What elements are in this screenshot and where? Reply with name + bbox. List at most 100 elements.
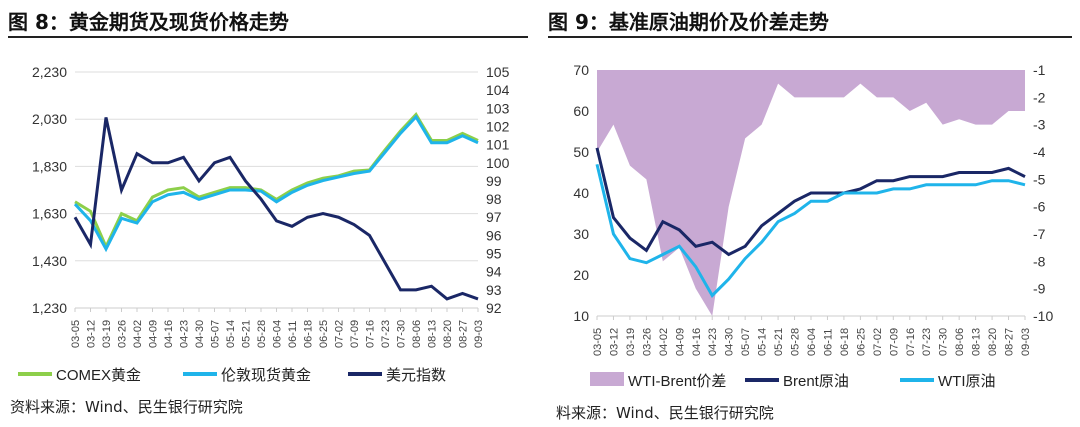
x-tick-label: 08-27 [1004,328,1016,356]
y-left-tick: 60 [573,103,589,119]
chart-title-right: 图 9：基准原油期价及价差走势 [548,6,1072,38]
series-line [73,114,479,253]
y-right-tick: 92 [486,300,502,316]
x-tick-label: 04-02 [658,328,670,356]
x-tick-label: 06-18 [839,328,851,356]
x-tick-label: 08-06 [411,320,423,348]
y-right-tick: -8 [1033,253,1046,269]
x-tick-label: 06-04 [272,320,284,348]
y-right-tick: -2 [1033,89,1046,105]
y-right-tick: 103 [486,100,510,116]
x-tick-label: 06-25 [855,328,867,356]
x-tick-label: 04-09 [674,328,686,356]
oil-chart: 10 20 30 40 50 60 70 -10 -9 -8 -7 -6 -5 -4 -3 -2 -1 03-05… [573,62,1053,390]
x-tick-label: 04-16 [691,328,703,356]
x-tick-label: 04-16 [163,320,175,348]
x-tick-label: 03-05 [592,328,604,356]
x-tick-label: 05-14 [757,328,769,356]
x-tick-label: 07-30 [396,320,408,348]
x-tick-label: 03-26 [117,320,129,348]
gold-chart: 1,230 1,430 1,630 1,830 2,030 2,230 92 93 94 95 96… [18,64,510,384]
x-tick-label: 06-25 [318,320,330,348]
x-tick-label: 07-02 [872,328,884,356]
x-tick-label: 08-27 [458,320,470,348]
series-line [595,163,1026,298]
y-left-tick: 70 [573,62,589,78]
x-tick-label: 08-13 [427,320,439,348]
chart-title-left: 图 8：黄金期货及现货价格走势 [8,6,528,38]
x-tick-label: 03-12 [86,320,98,348]
x-tick-label: 07-23 [921,328,933,356]
y-right-tick: -4 [1033,144,1046,160]
legend-label: 美元指数 [386,367,446,384]
y-left-tick: 2,030 [32,111,67,127]
x-tick-label: 09-03 [473,320,485,348]
y-right-tick: -9 [1033,281,1046,297]
legend-swatch [590,372,624,386]
x-tick-label: 06-18 [303,320,315,348]
y-right-tick: -5 [1033,171,1046,187]
y-right-tick: 96 [486,227,502,243]
series-line [73,117,479,301]
y-left-tick: 20 [573,267,589,283]
x-tick-label: 03-19 [625,328,637,356]
legend-label: Brent原油 [783,373,849,390]
legend-label: WTI原油 [938,373,996,390]
y-right-tick: 93 [486,282,502,298]
x-tick-label: 07-09 [349,320,361,348]
x-tick-label: 07-16 [905,328,917,356]
x-tick-label: 03-12 [608,328,620,356]
x-tick-label: 03-26 [641,328,653,356]
x-tick-label: 05-07 [740,328,752,356]
x-tick-label: 04-02 [132,320,144,348]
y-right-tick: 95 [486,246,502,262]
y-left-tick: 1,230 [32,300,67,316]
y-right-tick: 99 [486,173,502,189]
x-tick-label: 06-11 [287,321,299,348]
x-tick-label: 06-04 [806,328,818,356]
y-left-tick: 1,430 [32,253,67,269]
series-area [597,70,1025,316]
y-right-tick: -10 [1033,308,1053,324]
y-right-tick: -3 [1033,117,1046,133]
x-tick-label: 04-23 [179,320,191,348]
x-tick-label: 03-05 [70,320,82,348]
y-right-tick: 97 [486,209,502,225]
y-left-tick: 30 [573,226,589,242]
y-left-tick: 10 [573,308,589,324]
x-tick-label: 05-07 [210,320,222,348]
x-tick-label: 08-06 [954,328,966,356]
y-right-tick: 101 [486,137,510,153]
y-right-tick: -1 [1033,62,1046,78]
source-right: 料来源：Wind、民生银行研究院 [556,404,774,422]
x-tick-label: 09-03 [1020,328,1032,356]
x-tick-label: 03-19 [101,320,113,348]
x-tick-label: 07-30 [938,328,950,356]
y-right-tick: -7 [1033,226,1046,242]
y-right-tick: 98 [486,191,502,207]
y-left-tick: 2,230 [32,64,67,80]
x-tick-label: 08-13 [971,328,983,356]
legend-label: WTI-Brent价差 [628,373,726,390]
x-tick-label: 04-30 [194,320,206,348]
x-tick-label: 08-20 [442,320,454,348]
y-left-tick: 1,830 [32,158,67,174]
y-right-tick: -6 [1033,199,1046,215]
x-tick-label: 05-28 [790,328,802,356]
x-tick-label: 05-21 [773,328,785,356]
y-left-tick: 50 [573,144,589,160]
y-right-tick: 105 [486,64,510,80]
x-tick-label: 05-21 [241,320,253,348]
series-line [595,147,1026,257]
legend-label: 伦敦现货黄金 [221,367,311,384]
x-tick-label: 07-16 [365,320,377,348]
legend-label: COMEX黄金 [56,367,141,384]
source-left: 资料来源：Wind、民生银行研究院 [10,398,243,416]
x-tick-label: 05-28 [256,320,268,348]
y-left-tick: 1,630 [32,206,67,222]
series-line [74,112,479,251]
y-right-tick: 100 [486,155,510,171]
x-tick-label: 05-14 [225,320,237,348]
x-tick-label: 07-02 [334,320,346,348]
x-tick-label: 04-23 [707,328,719,356]
